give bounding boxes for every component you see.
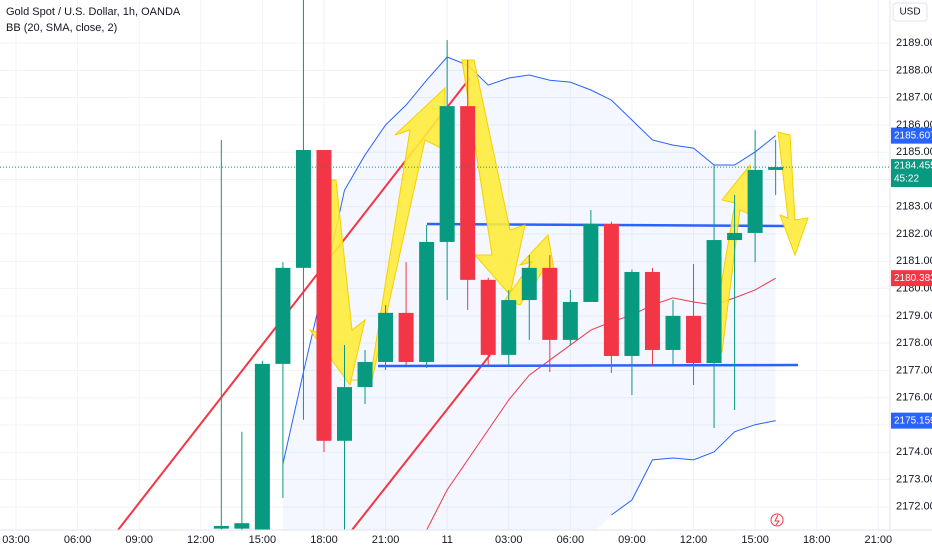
axes: 2172.002173.002174.002175.002176.002177.… bbox=[2, 37, 932, 546]
y-tick-label: 2185.00 bbox=[896, 146, 932, 158]
alert-icon[interactable] bbox=[770, 513, 784, 527]
currency-button[interactable] bbox=[892, 2, 928, 22]
x-tick-label: 21:00 bbox=[865, 534, 893, 546]
currency-label: USD bbox=[899, 7, 920, 18]
candle-body bbox=[521, 267, 537, 301]
y-tick-label: 2179.00 bbox=[896, 310, 932, 322]
x-tick-label: 18:00 bbox=[310, 534, 338, 546]
candle-body bbox=[501, 300, 517, 355]
candle-body bbox=[665, 315, 681, 350]
y-tick-label: 2189.00 bbox=[896, 37, 932, 49]
candle-body bbox=[398, 312, 414, 362]
candle-body bbox=[460, 106, 476, 280]
indicator-label: BB (20, SMA, close, 2) bbox=[6, 22, 117, 34]
y-tick-label: 2177.00 bbox=[896, 364, 932, 376]
y-tick-label: 2178.00 bbox=[896, 337, 932, 349]
indicator-line bbox=[611, 420, 776, 516]
price-label-box bbox=[891, 127, 932, 144]
candle-body bbox=[562, 301, 578, 340]
price-label: 2180.383 bbox=[894, 273, 932, 284]
x-tick-label: 21:00 bbox=[372, 534, 400, 546]
candle-body bbox=[234, 523, 250, 529]
x-tick-label: 03:00 bbox=[2, 534, 30, 546]
x-tick-label: 06:00 bbox=[64, 534, 92, 546]
x-tick-label: 18:00 bbox=[803, 534, 831, 546]
arrow bbox=[777, 131, 809, 257]
x-tick-label: 03:00 bbox=[495, 534, 523, 546]
x-tick-label: 12:00 bbox=[680, 534, 708, 546]
y-tick-label: 2181.00 bbox=[896, 255, 932, 267]
y-tick-label: 2182.00 bbox=[896, 228, 932, 240]
candle-body bbox=[727, 232, 743, 241]
candle-body bbox=[583, 223, 599, 302]
alert-icon-bolt bbox=[774, 514, 780, 526]
y-tick-label: 2186.00 bbox=[896, 119, 932, 131]
arrow bbox=[350, 86, 446, 381]
x-tick-label: 06:00 bbox=[557, 534, 585, 546]
candle-body bbox=[624, 271, 640, 356]
x-tick-label: 15:00 bbox=[249, 534, 277, 546]
candle-body bbox=[603, 223, 619, 356]
y-tick-label: 2187.00 bbox=[896, 92, 932, 104]
y-tick-label: 2174.00 bbox=[896, 446, 932, 458]
y-tick-label: 2183.00 bbox=[896, 201, 932, 213]
y-tick-label: 2173.00 bbox=[896, 473, 932, 485]
y-tick-label: 2176.00 bbox=[896, 392, 932, 404]
candle-body bbox=[542, 267, 558, 340]
arrow bbox=[461, 59, 526, 297]
current-price-box bbox=[891, 159, 932, 188]
candle-body bbox=[213, 525, 229, 529]
price-label-box bbox=[891, 412, 932, 429]
candles bbox=[0, 0, 890, 530]
y-tick-label: 2172.00 bbox=[896, 501, 932, 513]
candle-body bbox=[768, 167, 784, 170]
x-tick-label: 12:00 bbox=[187, 534, 215, 546]
candle-body bbox=[686, 315, 702, 364]
level-line bbox=[377, 363, 799, 368]
candle-body bbox=[275, 267, 291, 364]
x-tick-label: 15:00 bbox=[741, 534, 769, 546]
candle-body bbox=[254, 363, 270, 530]
x-tick-label: 11 bbox=[441, 534, 452, 546]
candle-body bbox=[378, 312, 394, 362]
candle-body bbox=[644, 271, 660, 350]
current-price-label: 2184.455 bbox=[894, 161, 932, 172]
candle-body bbox=[747, 169, 763, 233]
candle-body bbox=[337, 387, 353, 441]
chart-title: Gold Spot / U.S. Dollar, 1h, OANDA bbox=[6, 6, 181, 18]
candle-body bbox=[357, 361, 373, 388]
price-label: 2175.159 bbox=[894, 415, 932, 426]
candle-body bbox=[480, 279, 496, 355]
price-label-box bbox=[891, 270, 932, 287]
x-tick-label: 09:00 bbox=[618, 534, 646, 546]
candle-body bbox=[439, 106, 455, 242]
x-tick-label: 09:00 bbox=[125, 534, 153, 546]
candle-body bbox=[295, 150, 311, 268]
countdown-label: 45:22 bbox=[894, 174, 919, 185]
y-tick-label: 2188.00 bbox=[896, 64, 932, 76]
candle-body bbox=[706, 240, 722, 364]
candle-body bbox=[316, 150, 332, 441]
candle-body bbox=[419, 241, 435, 362]
price-label: 2185.607 bbox=[894, 130, 932, 141]
indicator-line bbox=[282, 56, 776, 465]
trend-line bbox=[351, 354, 491, 530]
